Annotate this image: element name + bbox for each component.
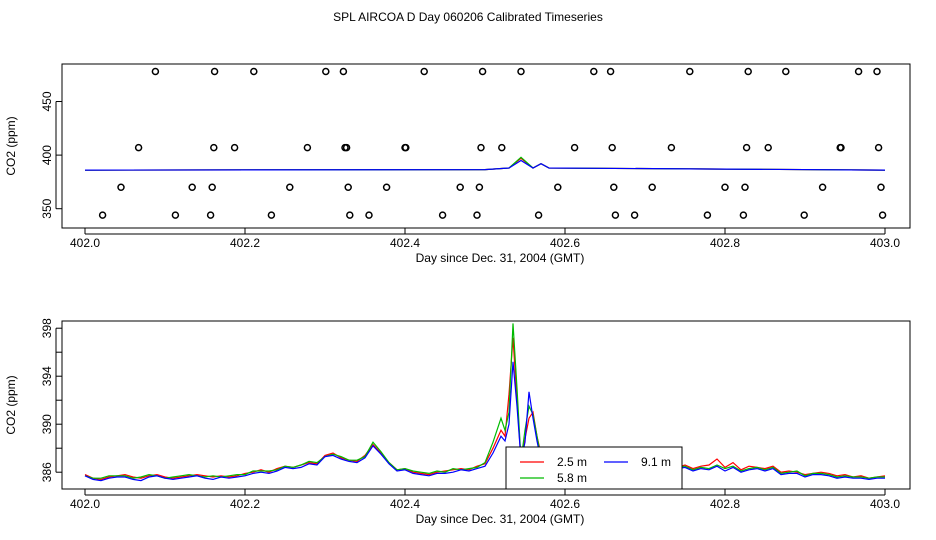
data-point [590,67,598,76]
x-tick-label: 402.6 [550,497,580,511]
data-point [741,183,749,192]
data-point [873,67,881,76]
y-axis-label: CO2 (ppm) [4,375,18,434]
data-point [346,211,354,219]
data-point [134,143,143,152]
y-tick-label: 390 [40,414,54,434]
data-point [456,183,464,192]
legend-label: 9.1 m [641,455,671,469]
data-point [286,183,294,192]
x-tick-label: 402.2 [230,236,260,250]
data-point [267,211,276,219]
data-point [344,183,352,192]
data-point [686,67,694,76]
x-tick-label: 402.0 [70,497,100,511]
y-tick-label: 398 [40,318,54,338]
plot-frame [61,320,911,490]
data-point [402,143,410,152]
data-point [667,143,676,152]
data-point [630,211,639,219]
data-point [877,183,885,192]
data-point [98,211,107,219]
data-point [477,143,485,152]
data-point [606,67,615,76]
x-tick-label: 402.8 [710,236,740,250]
data-point [837,143,845,152]
data-point [322,67,330,76]
plot-frame [61,63,911,229]
legend-label: 5.8 m [557,471,587,485]
y-tick-label: 450 [40,91,54,111]
y-axis-label: CO2 (ppm) [4,116,18,175]
data-point [303,143,312,152]
data-point [206,211,215,219]
x-tick-label: 402.8 [710,497,740,511]
series-line-5-8-m [84,323,885,479]
data-point [382,183,391,192]
data-point [151,67,160,76]
data-point [854,67,863,76]
series-line-9-1-m [84,159,886,171]
x-tick-label: 402.6 [550,236,580,250]
figure-title: SPL AIRCOA D Day 060206 Calibrated Times… [333,10,603,24]
data-point [473,211,481,219]
data-point [608,143,616,152]
data-point [230,143,239,152]
series-line-2-5-m [84,337,886,481]
top-panel: 402.0 402.2 402.4 402.6 402.8 403.0 350 400 450 D… [4,63,911,265]
series-line-9-1-m [84,361,885,482]
series-line-5-8-m [84,156,886,171]
data-point [782,67,790,76]
x-tick-label: 402.4 [390,497,420,511]
data-point [342,143,351,152]
data-point [250,67,258,76]
data-point [517,67,525,76]
data-point [498,143,506,152]
data-point [800,211,808,219]
data-point [703,211,712,219]
series-line-2-5-m [84,157,886,171]
data-point [764,143,772,152]
x-tick-label: 403.0 [870,497,900,511]
y-tick-label: 394 [40,366,54,386]
data-point [611,211,620,219]
data-point [188,183,196,192]
x-axis-label: Day since Dec. 31, 2004 (GMT) [416,251,585,265]
x-tick-label: 402.4 [390,236,420,250]
y-tick-label: 386 [40,462,54,482]
bottom-panel: 402.0 402.2 402.4 402.6 402.8 403.0 386 390 394 3… [4,318,911,526]
y-tick-label: 400 [40,145,54,165]
data-point [171,211,180,219]
data-point [117,183,125,192]
data-point [210,143,218,152]
data-point [721,183,729,192]
data-point [210,67,219,76]
data-point [478,67,487,76]
data-point [570,143,579,152]
data-point [818,183,827,192]
data-point [874,143,883,152]
data-point [744,67,752,76]
data-point [610,183,618,192]
data-point [208,183,216,192]
data-point [339,67,348,76]
data-point [438,211,447,219]
y-tick-label: 350 [40,198,54,218]
x-tick-label: 402.2 [230,497,260,511]
data-point [554,183,562,192]
data-point [742,143,751,152]
data-point [420,67,428,76]
data-point [475,183,484,192]
data-point [878,211,887,219]
data-point [365,211,373,219]
x-tick-label: 402.0 [70,236,100,250]
legend-label: 2.5 m [557,455,587,469]
x-axis-label: Day since Dec. 31, 2004 (GMT) [416,512,585,526]
x-tick-label: 403.0 [870,236,900,250]
data-point [534,211,543,219]
legend-box [505,446,683,490]
data-point [739,211,748,219]
data-point [648,183,656,192]
